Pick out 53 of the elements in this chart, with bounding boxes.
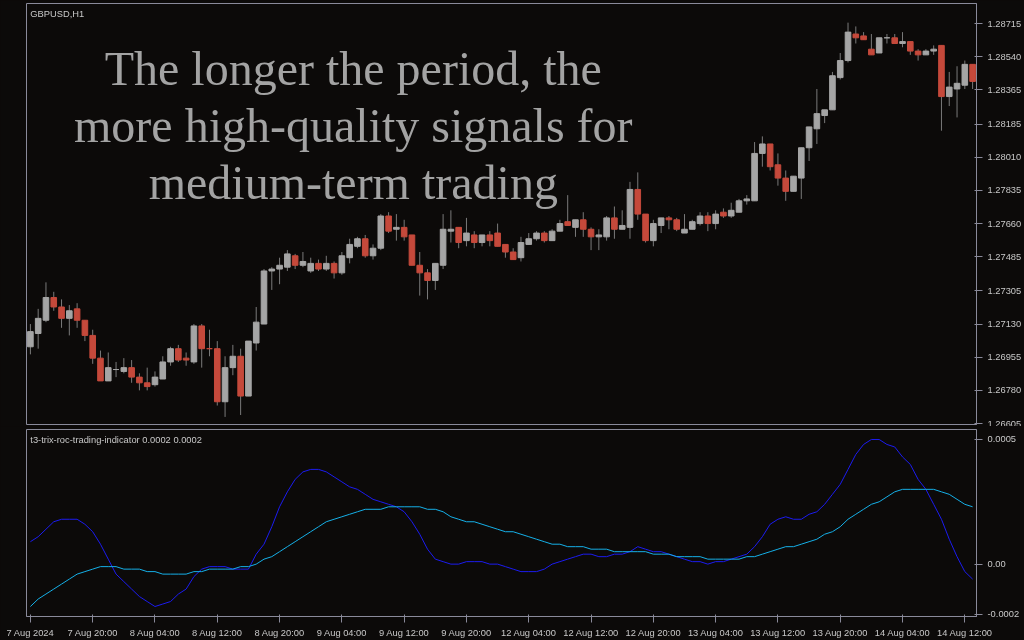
x-tick-label: 13 Aug 12:00 <box>750 627 806 638</box>
candlestick <box>361 234 369 259</box>
candlestick <box>463 217 470 247</box>
text: GBPUSD,H1 <box>30 8 85 19</box>
y-tick-label: 1.26605 <box>987 418 1022 429</box>
y-tick-label: 1.27835 <box>987 185 1022 196</box>
line-series <box>29 488 974 608</box>
y-tick-label: 1.27305 <box>987 285 1022 296</box>
y-tick-label: 1.28010 <box>987 152 1022 163</box>
candlestick <box>712 209 719 230</box>
x-tick-label: 13 Aug 20:00 <box>812 627 868 638</box>
x-tick-label: 9 Aug 04:00 <box>316 627 367 638</box>
candlestick <box>704 211 712 232</box>
candlestick <box>455 226 462 249</box>
x-tick-label: 12 Aug 20:00 <box>625 627 681 638</box>
y-tick-label: 1.26780 <box>987 385 1022 396</box>
x-tick-label: 12 Aug 04:00 <box>501 627 556 638</box>
candlestick <box>587 226 595 251</box>
y-tick-label: 1.27485 <box>987 251 1022 262</box>
x-tick-label: 8 Aug 12:00 <box>192 627 242 638</box>
y-tick-label: 1.28715 <box>987 18 1022 29</box>
x-tick-label: 12 Aug 12:00 <box>563 627 619 638</box>
x-tick-label: 7 Aug 2024 <box>6 627 54 638</box>
y-tick-label: 1.26955 <box>987 352 1022 363</box>
y-tick-label: -0.0002 <box>987 609 1020 620</box>
x-tick-label: 14 Aug 12:00 <box>937 627 993 638</box>
candlestick <box>198 323 206 369</box>
y-tick-label: 1.28540 <box>987 51 1022 62</box>
candlestick <box>564 194 571 226</box>
x-tick-label: 9 Aug 12:00 <box>379 627 429 638</box>
y-tick-label: 0.00 <box>987 559 1006 570</box>
x-tick-label: 9 Aug 20:00 <box>441 627 492 638</box>
y-tick-label: 1.27660 <box>987 218 1022 229</box>
y-tick-label: 1.28185 <box>987 119 1022 130</box>
candlestick <box>385 211 392 234</box>
y-tick-label: 1.27130 <box>987 319 1022 330</box>
x-tick-label: 13 Aug 04:00 <box>687 627 743 638</box>
x-tick-label: 8 Aug 04:00 <box>129 627 180 638</box>
x-tick-label: 7 Aug 20:00 <box>67 627 118 638</box>
text: t3-trix-roc-trading-indicator 0.0002 0.0002 <box>30 435 202 446</box>
x-tick-label: 8 Aug 20:00 <box>254 627 305 638</box>
candlestick <box>868 33 875 56</box>
candlestick <box>393 213 400 242</box>
candlestick <box>611 206 618 240</box>
candlestick <box>665 215 673 230</box>
candlestick <box>579 211 587 238</box>
x-tick-label: 14 Aug 04:00 <box>874 627 930 638</box>
y-tick-label: 0.0005 <box>987 434 1017 445</box>
y-tick-label: 1.28365 <box>987 84 1022 95</box>
annotation: The longer the period, the more high-quality signals for medium-term trading <box>74 42 633 209</box>
line-series <box>29 438 974 608</box>
candlestick <box>66 304 73 336</box>
candlestick <box>969 63 976 90</box>
